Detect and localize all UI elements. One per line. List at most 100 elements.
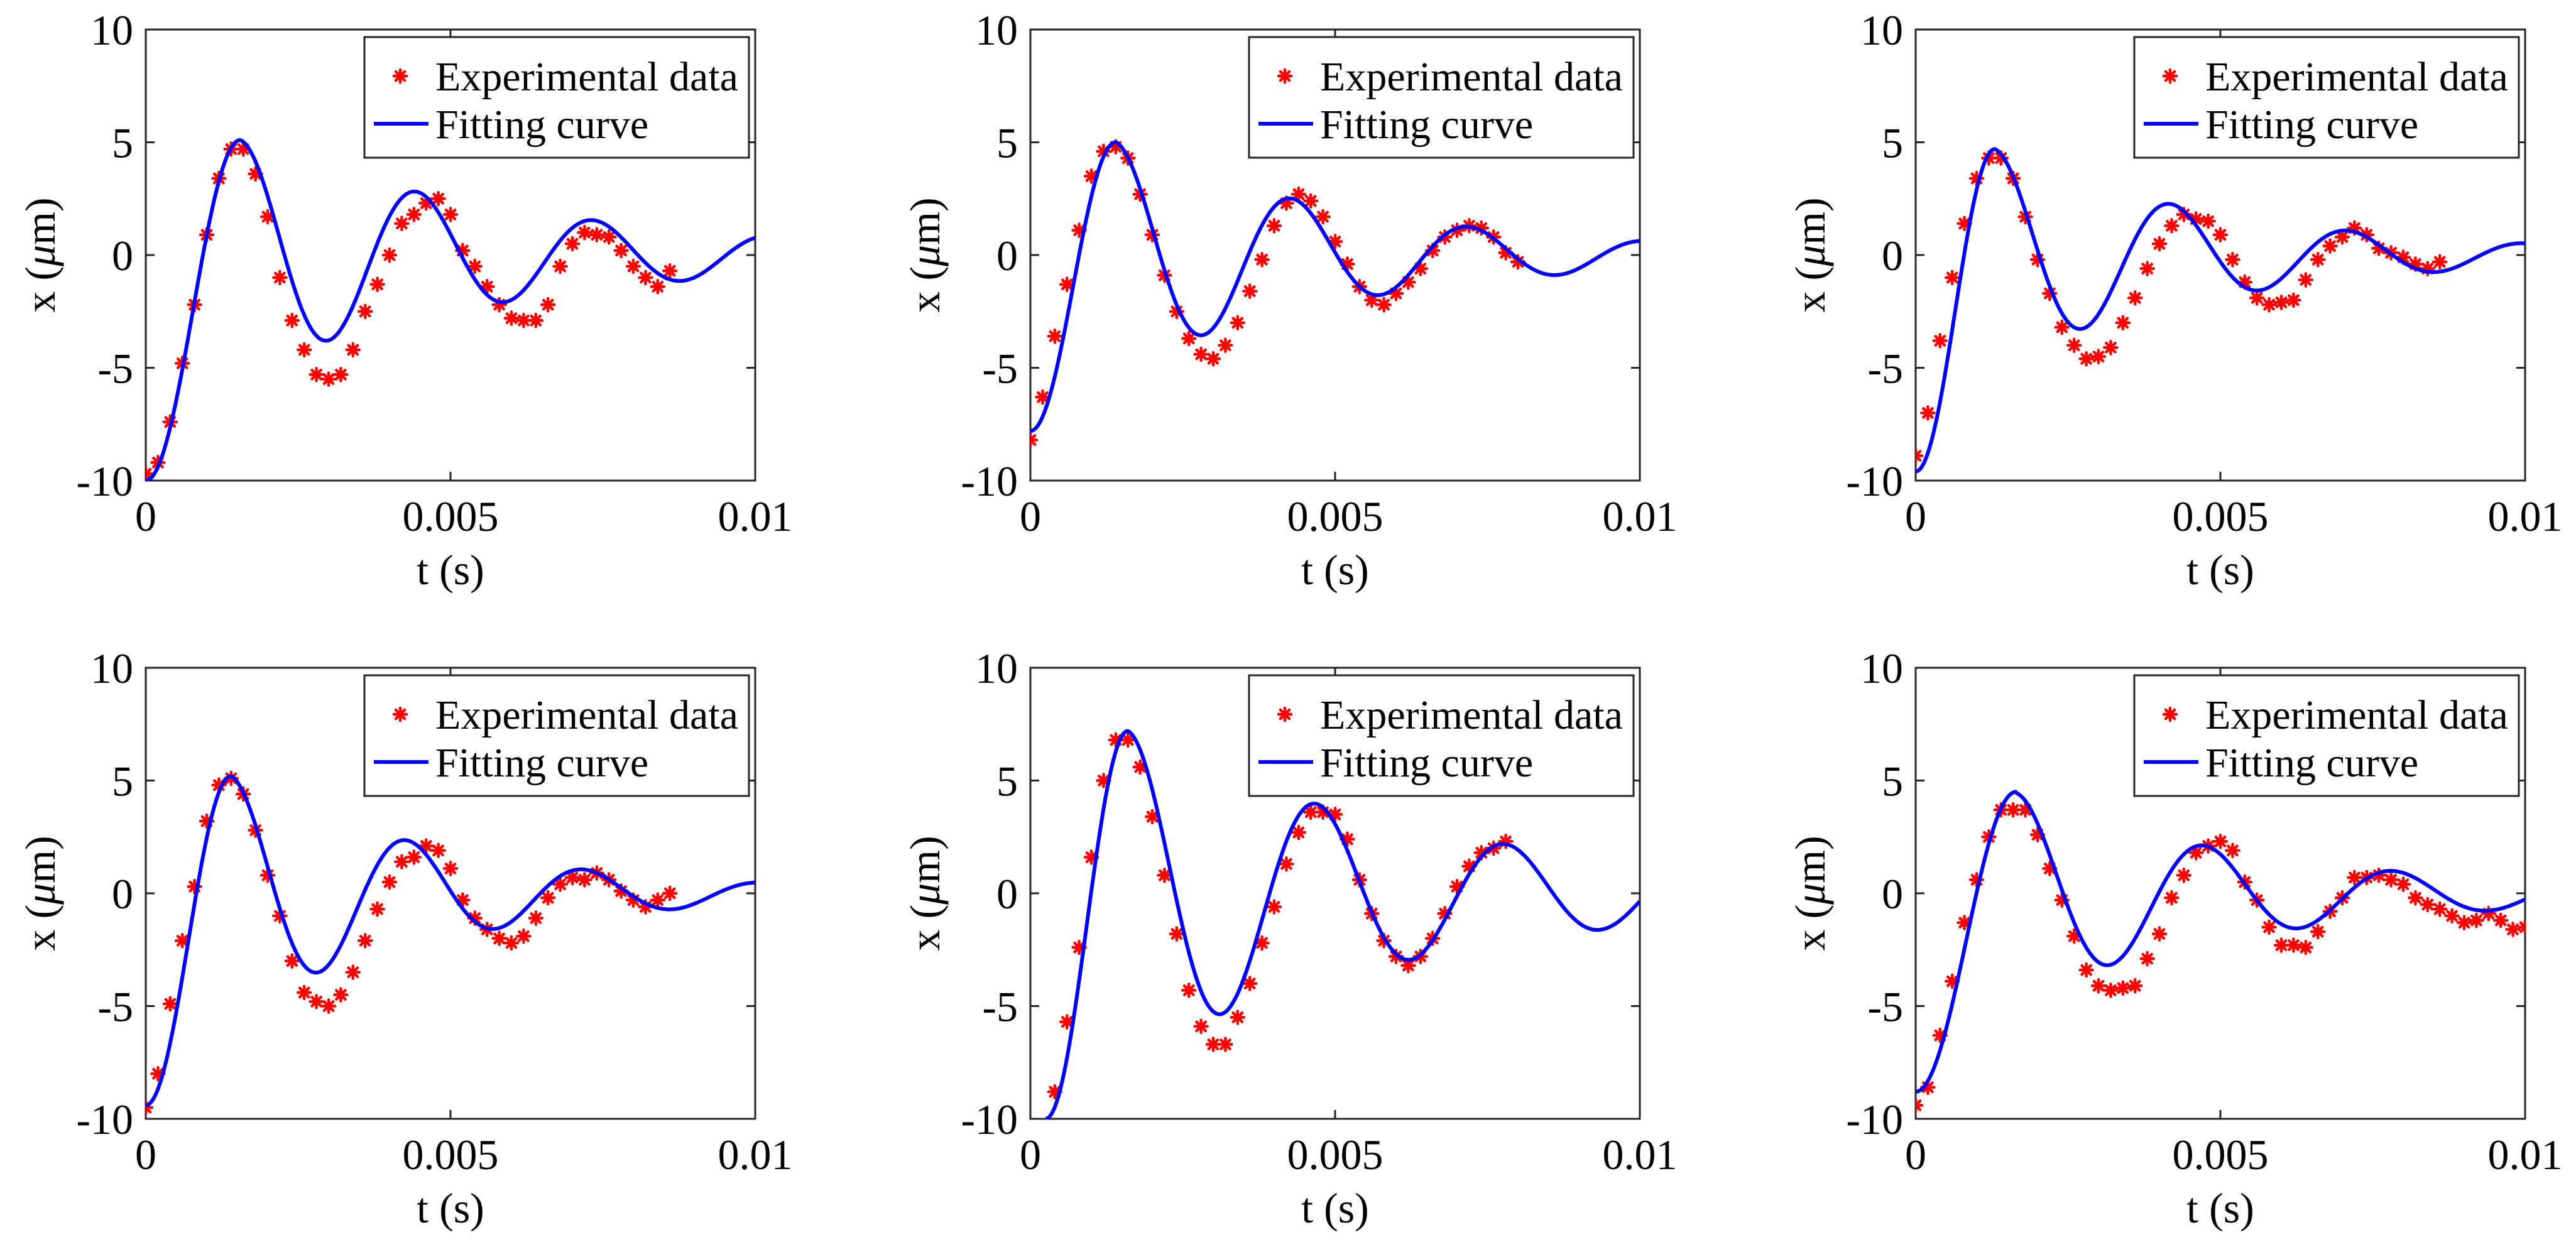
data-point-marker: [1266, 899, 1282, 915]
data-point-marker: [516, 928, 532, 944]
data-point-marker: [333, 367, 349, 383]
subplot-top-center: 0 0.005 0.01 -10 -5 0 5 10 t (s) x (μm) Experiment…: [901, 6, 1678, 594]
data-point-marker: [284, 312, 300, 329]
data-point-marker: [1205, 351, 1221, 367]
data-point-marker: [162, 996, 178, 1012]
data-point-marker: [1932, 333, 1948, 349]
data-point-marker: [638, 269, 653, 286]
legend-box: [2133, 674, 2520, 797]
x-tick-label: 0.005: [1287, 493, 1384, 540]
data-point-marker: [345, 342, 361, 358]
plot-area: [1045, 729, 1640, 1119]
y-tick-label: -10: [961, 457, 1018, 505]
data-point-marker: [2164, 890, 2180, 906]
data-point-marker: [552, 876, 568, 892]
x-tick-label: 0.005: [2173, 493, 2269, 540]
data-point-marker: [1144, 808, 1160, 825]
data-point-marker: [2286, 292, 2301, 308]
data-point-marker: [662, 885, 678, 901]
data-point-marker: [2078, 962, 2094, 978]
x-tick-label: 0: [1020, 493, 1041, 540]
data-point-marker: [2298, 939, 2314, 955]
data-point-marker: [2176, 868, 2192, 883]
data-point-marker: [284, 953, 300, 969]
x-tick-label: 0.01: [718, 1131, 793, 1179]
legend-marker-icon: [2162, 706, 2178, 722]
x-tick-label: 0.005: [403, 493, 499, 540]
y-tick-label: 0: [1882, 232, 1903, 280]
data-point-marker: [2492, 912, 2509, 928]
data-point-marker: [2431, 254, 2448, 270]
y-axis-label: x (μm): [1786, 197, 1834, 312]
data-point-marker: [430, 842, 446, 859]
data-point-marker: [1030, 432, 1039, 448]
plot-area: [146, 770, 755, 1116]
y-tick-label: 10: [1860, 6, 1903, 54]
data-point-marker: [2273, 937, 2289, 953]
data-point-marker: [345, 964, 361, 980]
data-point-marker: [2188, 845, 2204, 861]
data-point-marker: [430, 191, 446, 207]
data-point-marker: [1302, 193, 1319, 209]
data-point-marker: [662, 263, 678, 279]
data-point-marker: [2103, 983, 2119, 998]
data-point-marker: [2334, 229, 2350, 245]
data-point-marker: [1376, 297, 1392, 313]
legend-marker-icon: [1277, 706, 1293, 722]
data-point-marker: [540, 890, 556, 906]
y-tick-label: -5: [1867, 983, 1903, 1031]
data-point-marker: [1944, 973, 1960, 989]
data-point-marker: [1047, 328, 1063, 344]
data-point-marker: [2310, 923, 2326, 940]
data-point-marker: [528, 910, 544, 926]
data-point-marker: [394, 854, 410, 869]
data-point-marker: [1302, 804, 1319, 820]
x-tick-label: 0.01: [1603, 493, 1678, 540]
x-tick-label: 0.005: [2173, 1131, 2269, 1179]
plot-area: [1916, 790, 2525, 1113]
y-tick-label: 10: [975, 645, 1018, 692]
y-tick-label: 5: [112, 119, 133, 167]
x-tick-label: 0: [1905, 1131, 1926, 1179]
data-point-marker: [1279, 856, 1294, 872]
legend-label-fitting: Fitting curve: [2205, 102, 2418, 148]
data-point-marker: [1291, 824, 1307, 841]
data-point-marker: [2456, 915, 2472, 930]
data-point-marker: [601, 229, 617, 245]
data-point-marker: [2212, 834, 2229, 849]
x-tick-label: 0: [135, 493, 156, 540]
data-point-marker: [1059, 1014, 1075, 1030]
x-axis-label: t (s): [1301, 546, 1369, 594]
data-point-marker: [2420, 896, 2436, 913]
data-point-marker: [1120, 732, 1136, 748]
legend-label-fitting: Fitting curve: [1320, 102, 1533, 148]
legend-label-experimental: Experimental data: [2205, 54, 2508, 100]
legend-label-fitting: Fitting curve: [2205, 740, 2418, 786]
data-point-marker: [1169, 926, 1185, 942]
data-point-marker: [2151, 926, 2168, 942]
data-point-marker: [272, 269, 288, 286]
data-point-marker: [2273, 295, 2289, 310]
y-tick-label: 0: [1882, 870, 1903, 918]
data-point-marker: [2225, 842, 2240, 859]
data-point-marker: [2151, 236, 2168, 252]
fitting-curve-line: [1030, 140, 1640, 433]
x-tick-label: 0.01: [1603, 1131, 1678, 1179]
data-point-marker: [1193, 1018, 1209, 1035]
data-point-marker: [2310, 251, 2326, 268]
data-point-marker: [320, 371, 337, 387]
legend-label-experimental: Experimental data: [2205, 692, 2508, 738]
data-point-marker: [2066, 337, 2082, 353]
data-point-marker: [308, 994, 324, 1010]
data-point-marker: [381, 247, 398, 263]
fitting-curve-line: [146, 774, 755, 1108]
data-point-marker: [2115, 980, 2131, 996]
legend-label-experimental: Experimental data: [435, 54, 738, 100]
data-point-marker: [2078, 351, 2094, 367]
data-point-marker: [2090, 977, 2107, 994]
data-point-marker: [296, 984, 312, 1001]
data-point-marker: [1291, 186, 1307, 202]
